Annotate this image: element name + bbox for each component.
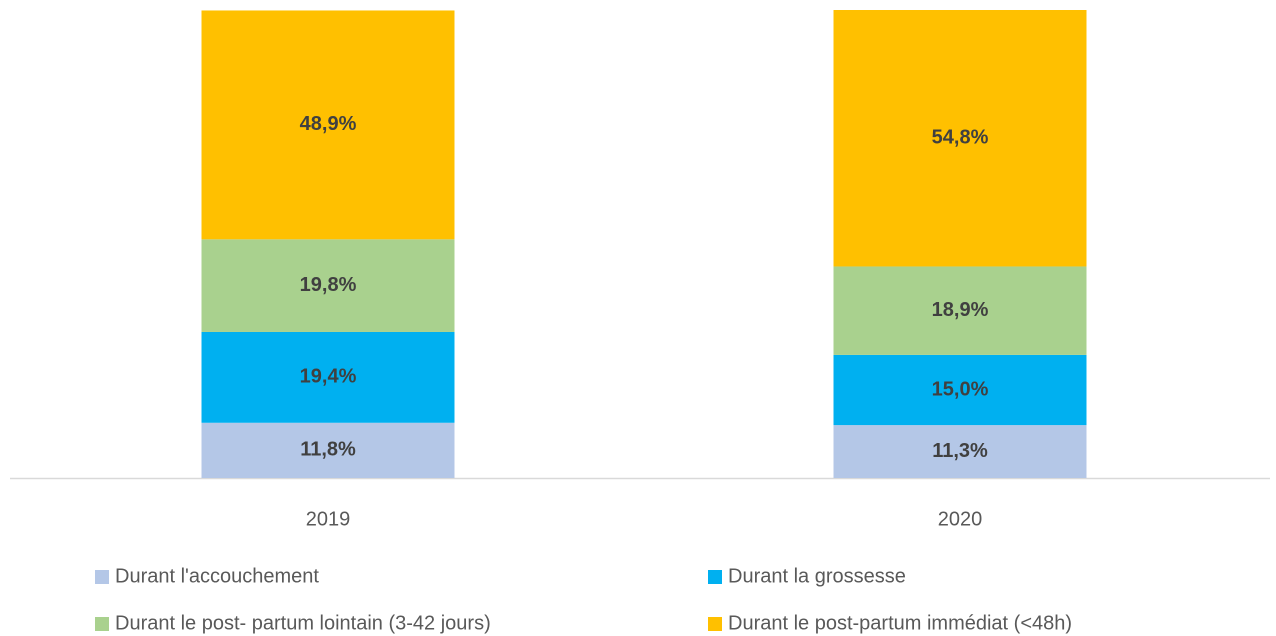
data-label: 15,0%: [932, 378, 989, 400]
bar-segment: [201, 422, 455, 478]
x-tick-label: 2020: [938, 508, 983, 530]
bar-segment: [833, 10, 1087, 267]
legend-swatch: [708, 617, 722, 631]
x-tick-label: 2019: [306, 508, 351, 530]
bar-segment: [201, 331, 455, 423]
legend-label: Durant la grossesse: [728, 565, 906, 587]
data-label: 19,8%: [300, 274, 357, 296]
data-label: 19,4%: [300, 366, 357, 388]
legend-swatch: [95, 570, 109, 584]
bar-segment: [833, 425, 1087, 478]
data-label: 54,8%: [932, 127, 989, 149]
bar-segment: [833, 354, 1087, 426]
legend-label: Durant le post- partum lointain (3-42 jo…: [115, 612, 491, 634]
legend-swatch: [95, 617, 109, 631]
bar-segment: [833, 266, 1087, 355]
bar-segment: [201, 10, 455, 240]
legend-label: Durant l'accouchement: [115, 565, 319, 587]
legend-swatch: [708, 570, 722, 584]
bar-segment: [201, 239, 455, 332]
data-label: 11,3%: [932, 440, 988, 462]
data-label: 48,9%: [300, 113, 357, 135]
data-label: 11,8%: [300, 439, 356, 461]
legend-label: Durant le post-partum immédiat (<48h): [728, 612, 1072, 634]
data-label: 18,9%: [932, 299, 989, 321]
